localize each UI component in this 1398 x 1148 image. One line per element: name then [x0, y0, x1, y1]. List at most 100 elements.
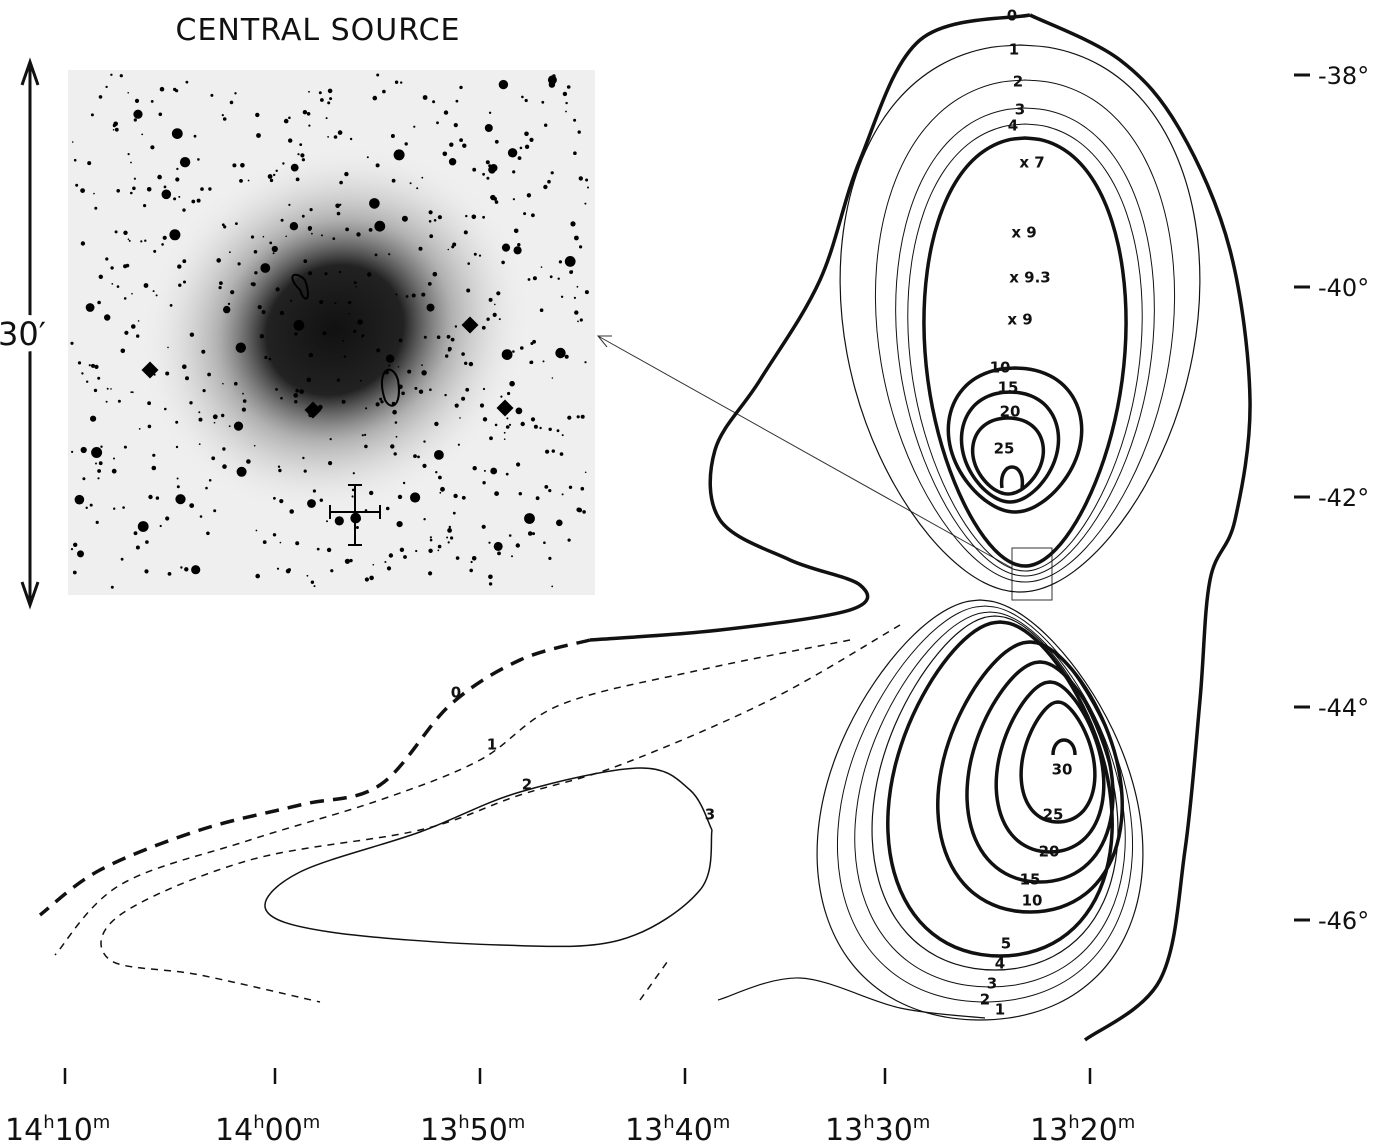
star — [316, 547, 320, 551]
star — [461, 316, 479, 334]
star — [486, 176, 490, 180]
star — [559, 452, 564, 456]
star — [463, 230, 468, 235]
star — [130, 391, 133, 394]
star — [163, 185, 167, 189]
star — [328, 461, 333, 466]
star — [208, 479, 212, 482]
star — [515, 407, 523, 415]
star — [114, 127, 119, 132]
star — [89, 503, 93, 507]
star — [352, 472, 355, 475]
star — [390, 134, 395, 138]
star — [405, 295, 409, 298]
contour-label: x 7 — [1019, 154, 1044, 172]
star — [375, 163, 380, 168]
dec-label: -46° — [1318, 907, 1369, 935]
ra-label-part: m — [713, 1112, 731, 1133]
star — [338, 270, 342, 274]
star — [361, 334, 365, 337]
star — [395, 293, 398, 296]
star — [235, 342, 246, 353]
star — [185, 80, 189, 84]
star — [260, 263, 271, 273]
star — [488, 582, 493, 586]
contour — [1051, 738, 1077, 756]
star — [130, 191, 133, 195]
star — [437, 215, 442, 220]
star — [574, 235, 579, 241]
star — [369, 575, 374, 581]
star — [452, 511, 456, 515]
star — [253, 250, 258, 254]
star — [290, 163, 299, 172]
star — [254, 271, 258, 275]
star — [329, 97, 333, 101]
star — [72, 570, 77, 575]
star — [269, 241, 273, 245]
dec-label: -42° — [1318, 484, 1369, 512]
contour-label: 4 — [995, 955, 1005, 973]
star — [125, 263, 130, 268]
star — [512, 198, 516, 201]
star — [524, 144, 530, 149]
star — [165, 371, 170, 376]
star — [348, 312, 351, 315]
star — [439, 491, 442, 494]
star — [310, 580, 315, 584]
star — [301, 214, 305, 218]
star — [144, 569, 149, 574]
ra-label-part: 13 — [1030, 1113, 1068, 1148]
star — [182, 208, 186, 212]
star — [162, 235, 167, 240]
star — [322, 331, 327, 336]
star — [253, 444, 256, 447]
star — [507, 148, 518, 158]
star — [512, 170, 516, 174]
star — [312, 489, 316, 493]
star — [123, 230, 128, 235]
star — [213, 421, 216, 424]
star — [561, 493, 564, 496]
star — [133, 118, 137, 122]
star — [171, 128, 183, 140]
star — [228, 425, 231, 428]
star — [465, 387, 470, 392]
inset-photo — [68, 70, 595, 595]
star — [403, 555, 407, 559]
star — [111, 468, 117, 474]
star — [327, 101, 331, 105]
star — [71, 141, 74, 143]
star — [548, 556, 552, 561]
star — [427, 282, 432, 286]
star — [494, 303, 496, 306]
star — [230, 290, 235, 295]
star — [544, 123, 548, 127]
star — [552, 74, 556, 78]
contour-label: x 9 — [1011, 224, 1036, 242]
star — [488, 541, 491, 544]
star — [330, 569, 334, 573]
star — [175, 89, 179, 93]
star — [356, 232, 361, 237]
star — [584, 361, 587, 364]
star — [413, 454, 417, 458]
star — [517, 156, 522, 161]
star — [565, 110, 567, 113]
star — [423, 440, 426, 443]
ra-label-part: m — [93, 1112, 111, 1133]
contour — [970, 416, 1046, 496]
star — [152, 453, 156, 457]
star — [483, 469, 486, 472]
star — [374, 220, 386, 232]
star — [112, 129, 115, 131]
star — [382, 89, 386, 94]
star — [468, 361, 474, 367]
star — [119, 74, 123, 78]
star — [273, 496, 276, 500]
star — [524, 513, 535, 524]
star — [488, 164, 492, 168]
right-ascension-axis: 14h10m 14h00m 13h50m 13h40m 13h30m 13h20m — [5, 1068, 1135, 1148]
star — [309, 208, 313, 212]
contour — [999, 465, 1025, 489]
